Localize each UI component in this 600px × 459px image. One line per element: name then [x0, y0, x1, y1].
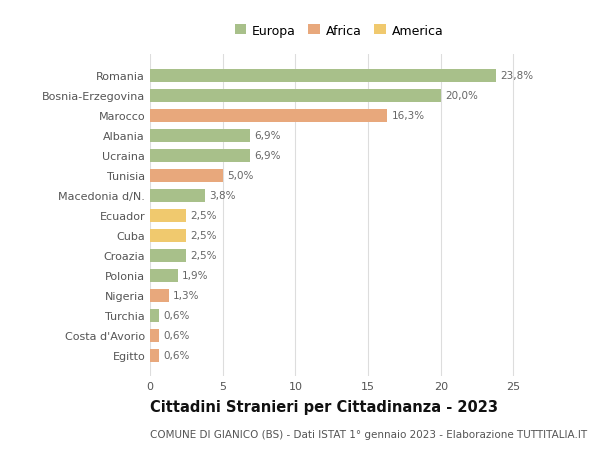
Text: 6,9%: 6,9%	[254, 151, 281, 161]
Bar	[150, 70, 496, 83]
Text: 0,6%: 0,6%	[163, 330, 190, 340]
Text: 0,6%: 0,6%	[163, 310, 190, 320]
Bar	[150, 329, 159, 342]
Text: 5,0%: 5,0%	[227, 171, 253, 181]
Text: 6,9%: 6,9%	[254, 131, 281, 141]
Text: 2,5%: 2,5%	[191, 231, 217, 241]
Bar	[150, 169, 223, 182]
Bar	[150, 289, 169, 302]
Bar	[150, 110, 387, 123]
Text: COMUNE DI GIANICO (BS) - Dati ISTAT 1° gennaio 2023 - Elaborazione TUTTITALIA.IT: COMUNE DI GIANICO (BS) - Dati ISTAT 1° g…	[150, 429, 587, 439]
Text: 2,5%: 2,5%	[191, 251, 217, 261]
Text: 1,3%: 1,3%	[173, 291, 200, 301]
Text: 20,0%: 20,0%	[445, 91, 478, 101]
Bar	[150, 90, 441, 102]
Text: 0,6%: 0,6%	[163, 350, 190, 360]
Text: 1,9%: 1,9%	[182, 270, 208, 280]
Text: Cittadini Stranieri per Cittadinanza - 2023: Cittadini Stranieri per Cittadinanza - 2…	[150, 399, 498, 414]
Bar	[150, 269, 178, 282]
Text: 2,5%: 2,5%	[191, 211, 217, 221]
Bar	[150, 349, 159, 362]
Text: 23,8%: 23,8%	[500, 71, 533, 81]
Legend: Europa, Africa, America: Europa, Africa, America	[229, 20, 449, 43]
Bar	[150, 189, 205, 202]
Bar	[150, 150, 250, 162]
Bar	[150, 129, 250, 142]
Bar	[150, 209, 187, 222]
Bar	[150, 249, 187, 262]
Text: 3,8%: 3,8%	[209, 191, 236, 201]
Text: 16,3%: 16,3%	[391, 111, 424, 121]
Bar	[150, 229, 187, 242]
Bar	[150, 309, 159, 322]
